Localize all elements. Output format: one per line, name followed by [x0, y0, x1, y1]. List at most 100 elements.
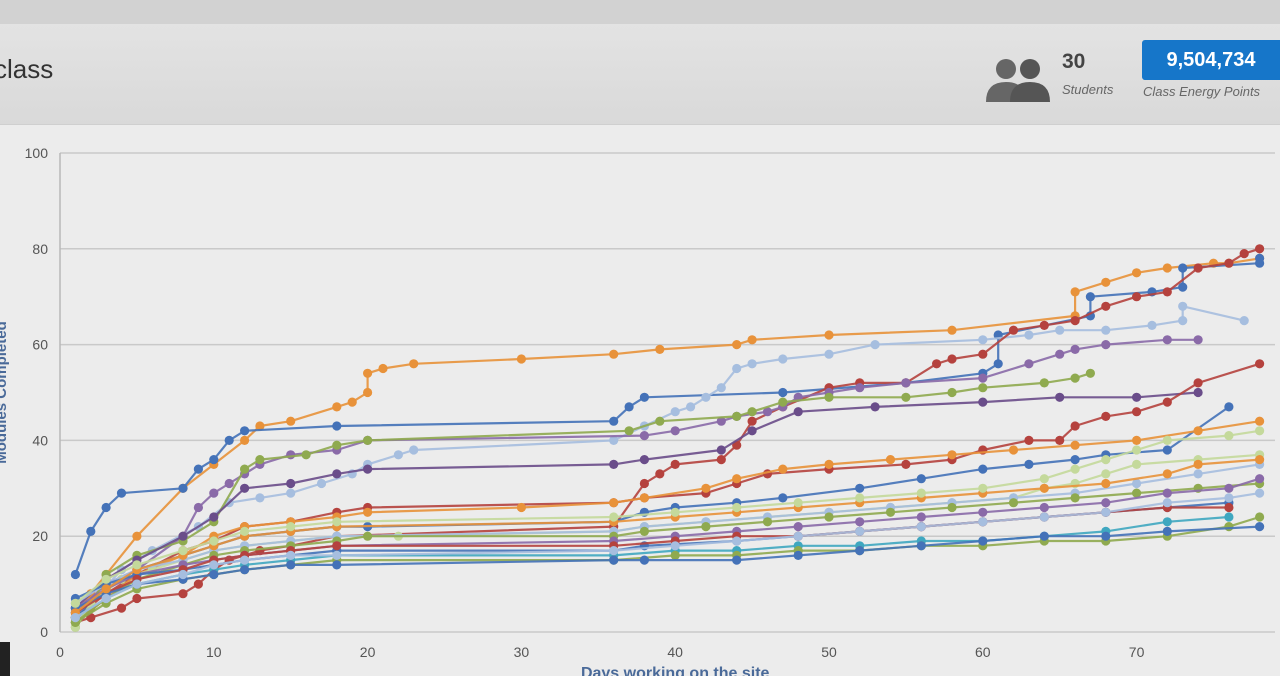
- series-line: [74, 305, 1245, 624]
- x-tick-label: 40: [667, 644, 683, 660]
- series-line: [74, 492, 1260, 619]
- data-point: [332, 560, 342, 570]
- data-point: [1224, 483, 1234, 493]
- data-point: [255, 421, 265, 431]
- data-point: [716, 445, 726, 455]
- y-tick-label: 100: [25, 145, 49, 161]
- data-point: [1132, 478, 1142, 489]
- data-point: [363, 464, 373, 474]
- data-point: [947, 354, 957, 364]
- data-point: [1055, 435, 1065, 445]
- data-point: [762, 517, 773, 527]
- data-point: [286, 560, 296, 570]
- data-point: [655, 416, 665, 426]
- data-point: [624, 402, 634, 412]
- y-tick-label: 20: [32, 528, 48, 544]
- data-point: [193, 464, 203, 474]
- data-point: [670, 507, 680, 517]
- data-point: [378, 363, 388, 374]
- data-point: [178, 483, 188, 493]
- y-tick-label: 40: [32, 432, 48, 448]
- series-line: [74, 525, 1260, 610]
- data-point: [363, 435, 373, 445]
- data-point: [1255, 522, 1265, 532]
- data-point: [1224, 402, 1234, 412]
- data-point: [732, 363, 742, 374]
- data-point: [793, 531, 803, 541]
- data-point: [1224, 512, 1234, 522]
- data-point: [916, 541, 926, 551]
- data-point: [393, 450, 403, 460]
- data-point: [1024, 330, 1034, 340]
- data-point: [732, 555, 742, 565]
- data-point: [1132, 435, 1142, 445]
- data-point: [824, 459, 834, 469]
- data-point: [639, 555, 650, 565]
- data-point: [240, 435, 250, 445]
- data-point: [670, 407, 680, 417]
- data-point: [978, 507, 988, 517]
- data-point: [716, 416, 726, 426]
- data-point: [778, 397, 788, 407]
- data-point: [409, 445, 419, 455]
- data-point: [286, 416, 296, 426]
- data-point: [1255, 359, 1265, 369]
- data-point: [1178, 301, 1188, 311]
- top-strip: [0, 0, 1280, 24]
- data-point: [363, 387, 373, 398]
- data-point: [993, 359, 1003, 369]
- data-point: [793, 522, 803, 532]
- x-tick-label: 50: [821, 644, 837, 660]
- data-point: [193, 579, 203, 589]
- data-point: [255, 493, 265, 503]
- data-point: [747, 335, 757, 345]
- data-point: [778, 387, 788, 398]
- x-tick-label: 20: [360, 644, 376, 660]
- data-point: [301, 450, 311, 460]
- data-point: [347, 397, 357, 407]
- data-point: [1132, 459, 1142, 469]
- data-point: [824, 330, 834, 340]
- data-point: [1162, 445, 1172, 455]
- data-point: [701, 522, 711, 532]
- data-point: [363, 507, 373, 517]
- data-point: [1162, 287, 1172, 297]
- data-point: [732, 474, 742, 484]
- data-point: [1055, 349, 1065, 359]
- data-point: [178, 531, 188, 541]
- data-point: [624, 426, 634, 436]
- data-point: [240, 464, 250, 474]
- data-point: [901, 459, 911, 469]
- data-point: [1193, 378, 1203, 388]
- y-tick-label: 80: [32, 241, 48, 257]
- data-point: [901, 378, 911, 388]
- data-point: [609, 416, 619, 426]
- series-line: [74, 429, 1260, 605]
- data-point: [1039, 512, 1049, 522]
- data-point: [1255, 416, 1265, 426]
- data-point: [1070, 455, 1080, 465]
- data-point: [1070, 373, 1080, 383]
- data-point: [639, 493, 650, 503]
- data-point: [286, 488, 296, 498]
- class-energy-points-badge: 9,504,734: [1142, 40, 1280, 80]
- data-point: [1255, 253, 1265, 263]
- chart-area: 0 20 40 60 80 100 0 10 20 30 40 50 60 70 Days working …: [0, 125, 1280, 676]
- data-point: [255, 455, 265, 465]
- data-point: [978, 464, 988, 474]
- data-point: [132, 531, 142, 541]
- data-point: [240, 426, 250, 436]
- data-point: [224, 478, 234, 489]
- data-point: [824, 512, 834, 522]
- data-point: [1162, 488, 1172, 498]
- data-point: [1255, 455, 1265, 465]
- data-point: [1101, 531, 1111, 541]
- data-point: [132, 560, 142, 570]
- series-line: [74, 477, 1260, 610]
- data-point: [778, 493, 788, 503]
- data-point: [178, 569, 188, 580]
- data-point: [1101, 455, 1111, 465]
- data-point: [1224, 258, 1234, 268]
- corner-mark: [0, 642, 10, 676]
- data-point: [609, 512, 619, 522]
